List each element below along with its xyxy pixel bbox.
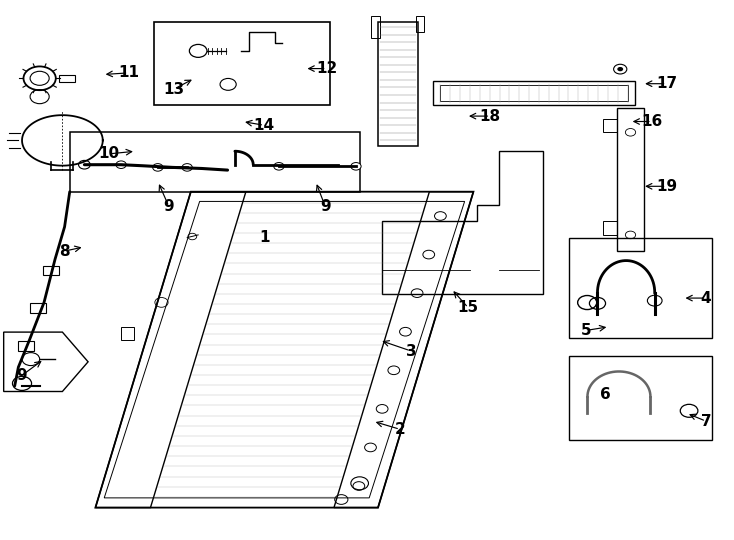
Text: 14: 14 — [254, 118, 275, 133]
Bar — [43, 266, 59, 275]
Text: 5: 5 — [581, 323, 591, 338]
Bar — [569, 238, 712, 338]
Bar — [378, 22, 418, 146]
Text: 11: 11 — [118, 65, 139, 80]
Text: 17: 17 — [656, 76, 677, 91]
Bar — [416, 16, 424, 32]
Bar — [433, 81, 635, 105]
Text: 9: 9 — [320, 199, 330, 214]
Text: 9: 9 — [164, 199, 174, 214]
Bar — [121, 327, 134, 340]
Circle shape — [182, 164, 192, 171]
Text: 18: 18 — [480, 109, 501, 124]
Circle shape — [274, 163, 284, 170]
Text: 16: 16 — [642, 114, 662, 129]
Circle shape — [153, 164, 163, 171]
Text: 13: 13 — [164, 82, 184, 97]
Text: 19: 19 — [656, 179, 677, 194]
Circle shape — [617, 67, 623, 71]
Text: 6: 6 — [600, 387, 611, 402]
Bar — [59, 75, 75, 82]
Text: 15: 15 — [458, 300, 479, 315]
Text: 12: 12 — [316, 61, 337, 76]
Bar — [18, 341, 34, 351]
Text: 9: 9 — [17, 368, 27, 383]
Bar — [30, 303, 46, 313]
Bar — [154, 22, 330, 105]
Circle shape — [351, 163, 361, 170]
Bar — [603, 221, 617, 235]
Circle shape — [116, 161, 126, 168]
Text: 3: 3 — [406, 343, 416, 359]
Text: 8: 8 — [59, 244, 70, 259]
Text: 10: 10 — [98, 146, 119, 161]
Text: 7: 7 — [701, 414, 711, 429]
Text: 4: 4 — [701, 291, 711, 306]
Circle shape — [79, 160, 90, 169]
Text: 1: 1 — [259, 230, 269, 245]
Bar — [371, 16, 380, 38]
Bar — [617, 108, 644, 251]
Bar — [440, 85, 628, 101]
Bar — [569, 356, 712, 440]
Text: 2: 2 — [395, 422, 405, 437]
Bar — [603, 119, 617, 132]
